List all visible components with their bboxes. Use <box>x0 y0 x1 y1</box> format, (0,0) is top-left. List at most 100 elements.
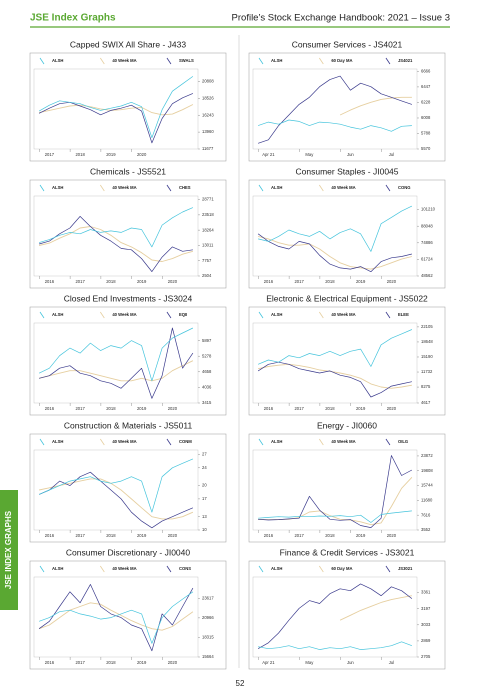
legend-swatch <box>258 57 264 65</box>
x-tick-label: 2020 <box>137 152 147 157</box>
chart-title: Chemicals - JS5521 <box>90 166 166 176</box>
chart-title: Consumer Services - JS4021 <box>292 39 403 49</box>
x-tick-label: 2019 <box>106 152 116 157</box>
y-tick-label: 88048 <box>421 223 433 228</box>
y-tick-label: 3361 <box>421 590 431 595</box>
x-tick-label: Jun <box>347 660 354 665</box>
x-tick-label: 2018 <box>106 533 116 538</box>
y-tick-label: 11732 <box>421 369 433 374</box>
y-tick-label: 6447 <box>421 84 431 89</box>
x-tick-label: 2016 <box>45 279 55 284</box>
x-tick-label: 2018 <box>325 533 335 538</box>
legend-swatch <box>99 438 105 446</box>
legend-label: 40 Week MA <box>112 439 136 444</box>
x-tick-label: 2017 <box>294 279 304 284</box>
y-tick-label: 8275 <box>421 384 431 389</box>
legend-label: CONG <box>398 185 411 190</box>
y-tick-label: 101210 <box>421 207 436 212</box>
chart-frame <box>29 433 227 543</box>
y-tick-label: 23518 <box>202 212 214 217</box>
y-tick-label: 4617 <box>421 400 431 405</box>
legend-swatch <box>39 57 45 65</box>
y-tick-label: 5897 <box>202 338 212 343</box>
series-line <box>258 510 412 523</box>
series-line <box>257 329 413 367</box>
series-line <box>38 226 194 262</box>
series-line <box>39 216 193 272</box>
legend-label: 40 Week MA <box>112 185 136 190</box>
y-tick-label: 15664 <box>202 654 214 659</box>
legend-swatch <box>166 565 172 573</box>
series-line <box>38 76 194 139</box>
chart-title: Consumer Discretionary - JI0040 <box>66 547 191 557</box>
y-tick-label: 23617 <box>202 595 214 600</box>
series-line <box>257 233 412 273</box>
y-tick-label: 15190 <box>421 354 433 359</box>
y-tick-label: 13011 <box>202 243 214 248</box>
x-tick-label: 2016 <box>264 533 274 538</box>
y-tick-label: 7757 <box>202 258 212 263</box>
legend-label: ALSH <box>52 312 63 317</box>
x-tick-label: 2018 <box>325 406 335 411</box>
series-line <box>258 455 413 528</box>
x-tick-label: 2017 <box>75 660 85 665</box>
x-tick-label: 2019 <box>137 660 147 665</box>
x-tick-label: 2020 <box>168 533 178 538</box>
y-tick-label: 3197 <box>421 606 431 611</box>
x-tick-label: 2018 <box>106 406 116 411</box>
y-tick-label: 22105 <box>421 324 433 329</box>
y-tick-label: 5570 <box>421 146 431 151</box>
x-tick-label: 2016 <box>264 279 274 284</box>
x-tick-label: 2017 <box>294 533 304 538</box>
legend-label: ALSH <box>52 439 63 444</box>
legend-label: 40 Week MA <box>112 566 136 571</box>
legend-label: CONM <box>179 439 192 444</box>
chart-title: Capped SWIX All Share - J433 <box>70 39 187 49</box>
legend-label: ALSH <box>271 312 282 317</box>
y-tick-label: 2869 <box>421 638 431 643</box>
series-line <box>257 361 412 398</box>
series-line <box>257 119 412 132</box>
series-line <box>257 583 413 650</box>
legend-swatch <box>39 311 45 319</box>
series-line <box>258 641 413 650</box>
legend-label: ALSH <box>52 58 63 63</box>
series-line <box>339 595 412 621</box>
x-tick-label: 2018 <box>106 279 116 284</box>
series-line <box>39 327 194 399</box>
legend-swatch <box>99 184 105 192</box>
x-tick-label: 2017 <box>294 406 304 411</box>
y-tick-label: 10 <box>202 527 207 532</box>
chart-frame <box>248 560 446 670</box>
y-tick-label: 18526 <box>202 95 214 100</box>
legend-label: 40 Week MA <box>331 439 355 444</box>
y-tick-label: 20808 <box>202 79 214 84</box>
chart-title: Construction & Materials - JS5011 <box>64 420 193 430</box>
y-tick-label: 17 <box>202 496 207 501</box>
series-line <box>258 363 412 389</box>
y-tick-label: 19808 <box>421 468 433 473</box>
chart-frame <box>248 433 446 543</box>
plot-area <box>252 449 418 531</box>
side-tab <box>0 490 18 610</box>
x-tick-label: 2016 <box>45 406 55 411</box>
chart-title: Closed End Investments - JS3024 <box>64 293 193 303</box>
plot-area <box>33 322 199 404</box>
series-line <box>38 458 194 513</box>
legend-label: CHES <box>179 185 191 190</box>
y-tick-label: 6008 <box>421 115 431 120</box>
y-tick-label: 3033 <box>421 622 431 627</box>
plot-area <box>252 322 418 404</box>
y-tick-label: 23872 <box>421 453 433 458</box>
x-tick-label: 2017 <box>45 152 55 157</box>
legend-label: ALSH <box>52 566 63 571</box>
page-number: 52 <box>236 679 245 688</box>
plot-area <box>33 195 199 277</box>
x-tick-label: Jul <box>389 660 394 665</box>
series-line <box>257 235 413 270</box>
legend-label: 40 Week MA <box>331 312 355 317</box>
legend-label: CONS <box>179 566 191 571</box>
series-line <box>257 75 413 144</box>
legend-swatch <box>258 565 264 573</box>
header-right: Profile’s Stock Exchange Handbook: 2021 … <box>232 13 450 24</box>
